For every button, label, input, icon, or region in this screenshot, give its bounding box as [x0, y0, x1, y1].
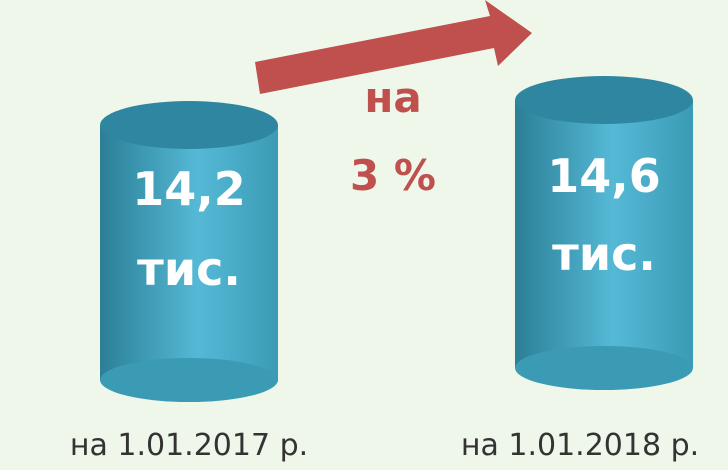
cylinder [515, 76, 693, 390]
arrow [255, 0, 532, 94]
date-label: на 1.01.2018 р. [461, 428, 699, 463]
change-prefix: на [364, 73, 421, 122]
cylinder [100, 101, 278, 402]
value: 14,6 [547, 149, 661, 203]
unit: тис. [137, 242, 241, 296]
value: 14,2 [132, 162, 246, 216]
change-value: 3 % [350, 151, 436, 200]
date-label: на 1.01.2017 р. [70, 428, 308, 463]
unit: тис. [552, 227, 656, 281]
